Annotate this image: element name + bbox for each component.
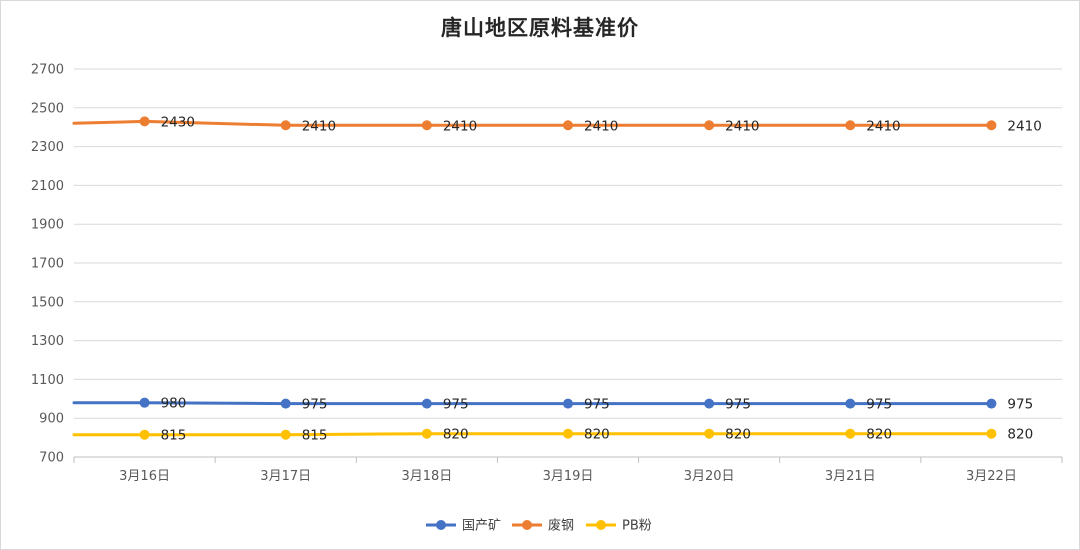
data-label: 820 [1007, 427, 1033, 443]
legend[interactable]: 国产矿 废钢 PB粉 [426, 518, 652, 534]
series-line [72, 401, 993, 406]
data-point [704, 120, 715, 131]
data-point [704, 428, 715, 439]
data-point [986, 428, 997, 439]
data-label: 820 [725, 427, 751, 443]
data-label: 975 [443, 397, 469, 413]
data-label: 2410 [584, 118, 618, 134]
legend-item[interactable]: 废钢 [512, 518, 574, 534]
data-point [280, 120, 291, 131]
data-label: 2410 [1007, 118, 1041, 134]
data-label: 815 [161, 428, 187, 444]
data-label: 2410 [725, 118, 759, 134]
legend-item[interactable]: PB粉 [586, 519, 652, 534]
y-tick-label: 2100 [31, 179, 64, 194]
data-label: 2410 [443, 118, 477, 134]
data-point [280, 429, 291, 440]
y-tick-label: 700 [39, 451, 64, 466]
data-point [563, 120, 573, 131]
data-point [139, 397, 150, 408]
data-point [845, 428, 856, 439]
data-point [139, 116, 150, 127]
data-label: 820 [443, 427, 469, 443]
y-tick-label: 1100 [31, 373, 64, 388]
data-point [139, 429, 150, 440]
data-point [563, 428, 573, 439]
data-label: 975 [725, 397, 751, 413]
data-point [280, 398, 291, 409]
data-point [421, 428, 432, 439]
x-tick-label: 3月22日 [966, 469, 1017, 484]
x-tick-label: 3月16日 [119, 469, 170, 484]
y-tick-label: 1700 [31, 257, 64, 272]
data-label: 980 [161, 396, 187, 412]
y-tick-label: 2300 [31, 140, 64, 155]
data-point [421, 120, 432, 131]
data-label: 975 [584, 397, 610, 413]
data-label: 975 [866, 397, 892, 413]
data-point [563, 398, 573, 409]
data-label: 975 [1007, 397, 1033, 413]
y-tick-label: 1500 [31, 295, 64, 310]
y-axis: 700 900 1100 1300 1500 1700 1900 2100 2300 2500 27… [31, 63, 64, 466]
data-label: 2430 [161, 114, 195, 130]
data-label: 820 [866, 427, 892, 443]
data-label: 820 [584, 427, 610, 443]
y-tick-label: 1900 [31, 218, 64, 233]
series-lines [72, 119, 993, 437]
y-tick-label: 2500 [31, 101, 64, 116]
legend-swatch-marker [522, 520, 532, 530]
series-line [72, 119, 993, 127]
y-tick-label: 900 [39, 412, 64, 427]
data-point [986, 120, 997, 131]
data-point [986, 398, 997, 409]
y-tick-label: 1300 [31, 334, 64, 349]
gridlines [74, 68, 1062, 458]
legend-swatch-marker [596, 520, 606, 530]
series-line [72, 432, 993, 437]
legend-label: 国产矿 [462, 519, 501, 534]
x-tick-label: 3月19日 [543, 469, 594, 484]
x-tick-label: 3月18日 [401, 469, 452, 484]
legend-swatch-marker [436, 520, 446, 530]
data-label: 2410 [866, 118, 900, 134]
legend-label: PB粉 [622, 519, 652, 534]
data-point [704, 398, 715, 409]
x-tick-label: 3月21日 [825, 469, 876, 484]
x-axis: 3月16日 3月17日 3月18日 3月19日 3月20日 3月21日 3月22日 [73, 457, 1063, 484]
legend-item[interactable]: 国产矿 [426, 519, 501, 534]
data-point [845, 120, 856, 131]
data-point [845, 398, 856, 409]
data-label: 815 [302, 428, 328, 444]
data-labels: 980 975 975 975 975 975 975 2430 2410 2410 2410 241… [161, 114, 1042, 443]
legend-label: 废钢 [548, 518, 574, 534]
data-label: 975 [302, 397, 328, 413]
y-tick-label: 2700 [31, 63, 64, 78]
x-tick-label: 3月20日 [684, 469, 735, 484]
data-point [421, 398, 432, 409]
chart-title: 唐山地区原料基准价 [441, 15, 639, 40]
data-label: 2410 [302, 118, 336, 134]
series-points [139, 116, 997, 440]
x-tick-label: 3月17日 [260, 469, 311, 484]
